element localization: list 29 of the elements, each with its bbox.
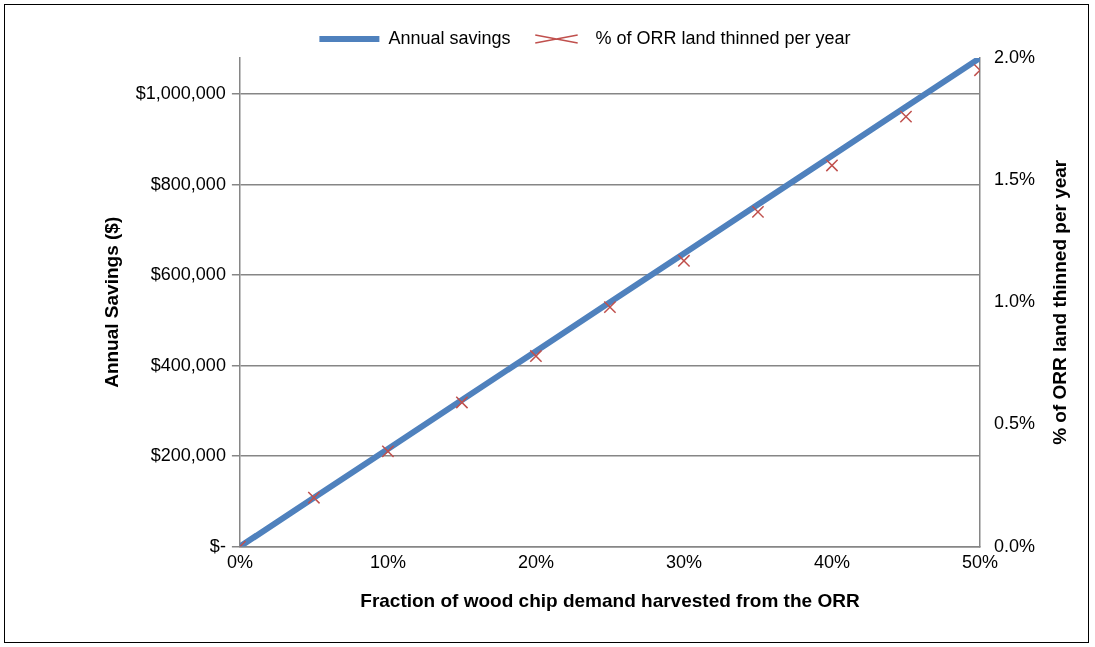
y-tick-label: $1,000,000 [135,83,226,104]
x-tick-label: 10% [369,552,406,573]
x-tick-label: 30% [665,552,702,573]
point [677,254,691,268]
y2-tick-label: 0.5% [993,413,1035,434]
y-tick-label: $- [209,535,226,556]
point [307,491,321,505]
y-tick-label: $400,000 [150,354,226,375]
point [603,300,617,314]
y-tick-label: $200,000 [150,445,226,466]
y2-tick-label: 1.0% [993,291,1035,312]
y-tick-label: $800,000 [150,173,226,194]
x-tick-label: 0% [226,552,253,573]
legend-label: Annual savings [388,27,511,48]
x-tick-label: 20% [517,552,554,573]
y-tick-label: $600,000 [150,264,226,285]
legend-label: % of ORR land thinned per year [595,27,851,48]
point [381,444,395,458]
point [455,396,469,409]
x-axis-title: Fraction of wood chip demand harvested from the ORR [360,589,860,611]
point [825,159,839,172]
point [529,349,543,363]
y2-tick-label: 1.5% [993,169,1035,190]
y-axis-title: Annual Savings ($) [100,216,122,388]
point [751,205,765,219]
point [899,110,913,124]
y2-axis-title: % of ORR land thinned per year [1049,159,1071,445]
x-tick-label: 40% [813,552,850,573]
y2-tick-label: 2.0% [993,46,1035,67]
